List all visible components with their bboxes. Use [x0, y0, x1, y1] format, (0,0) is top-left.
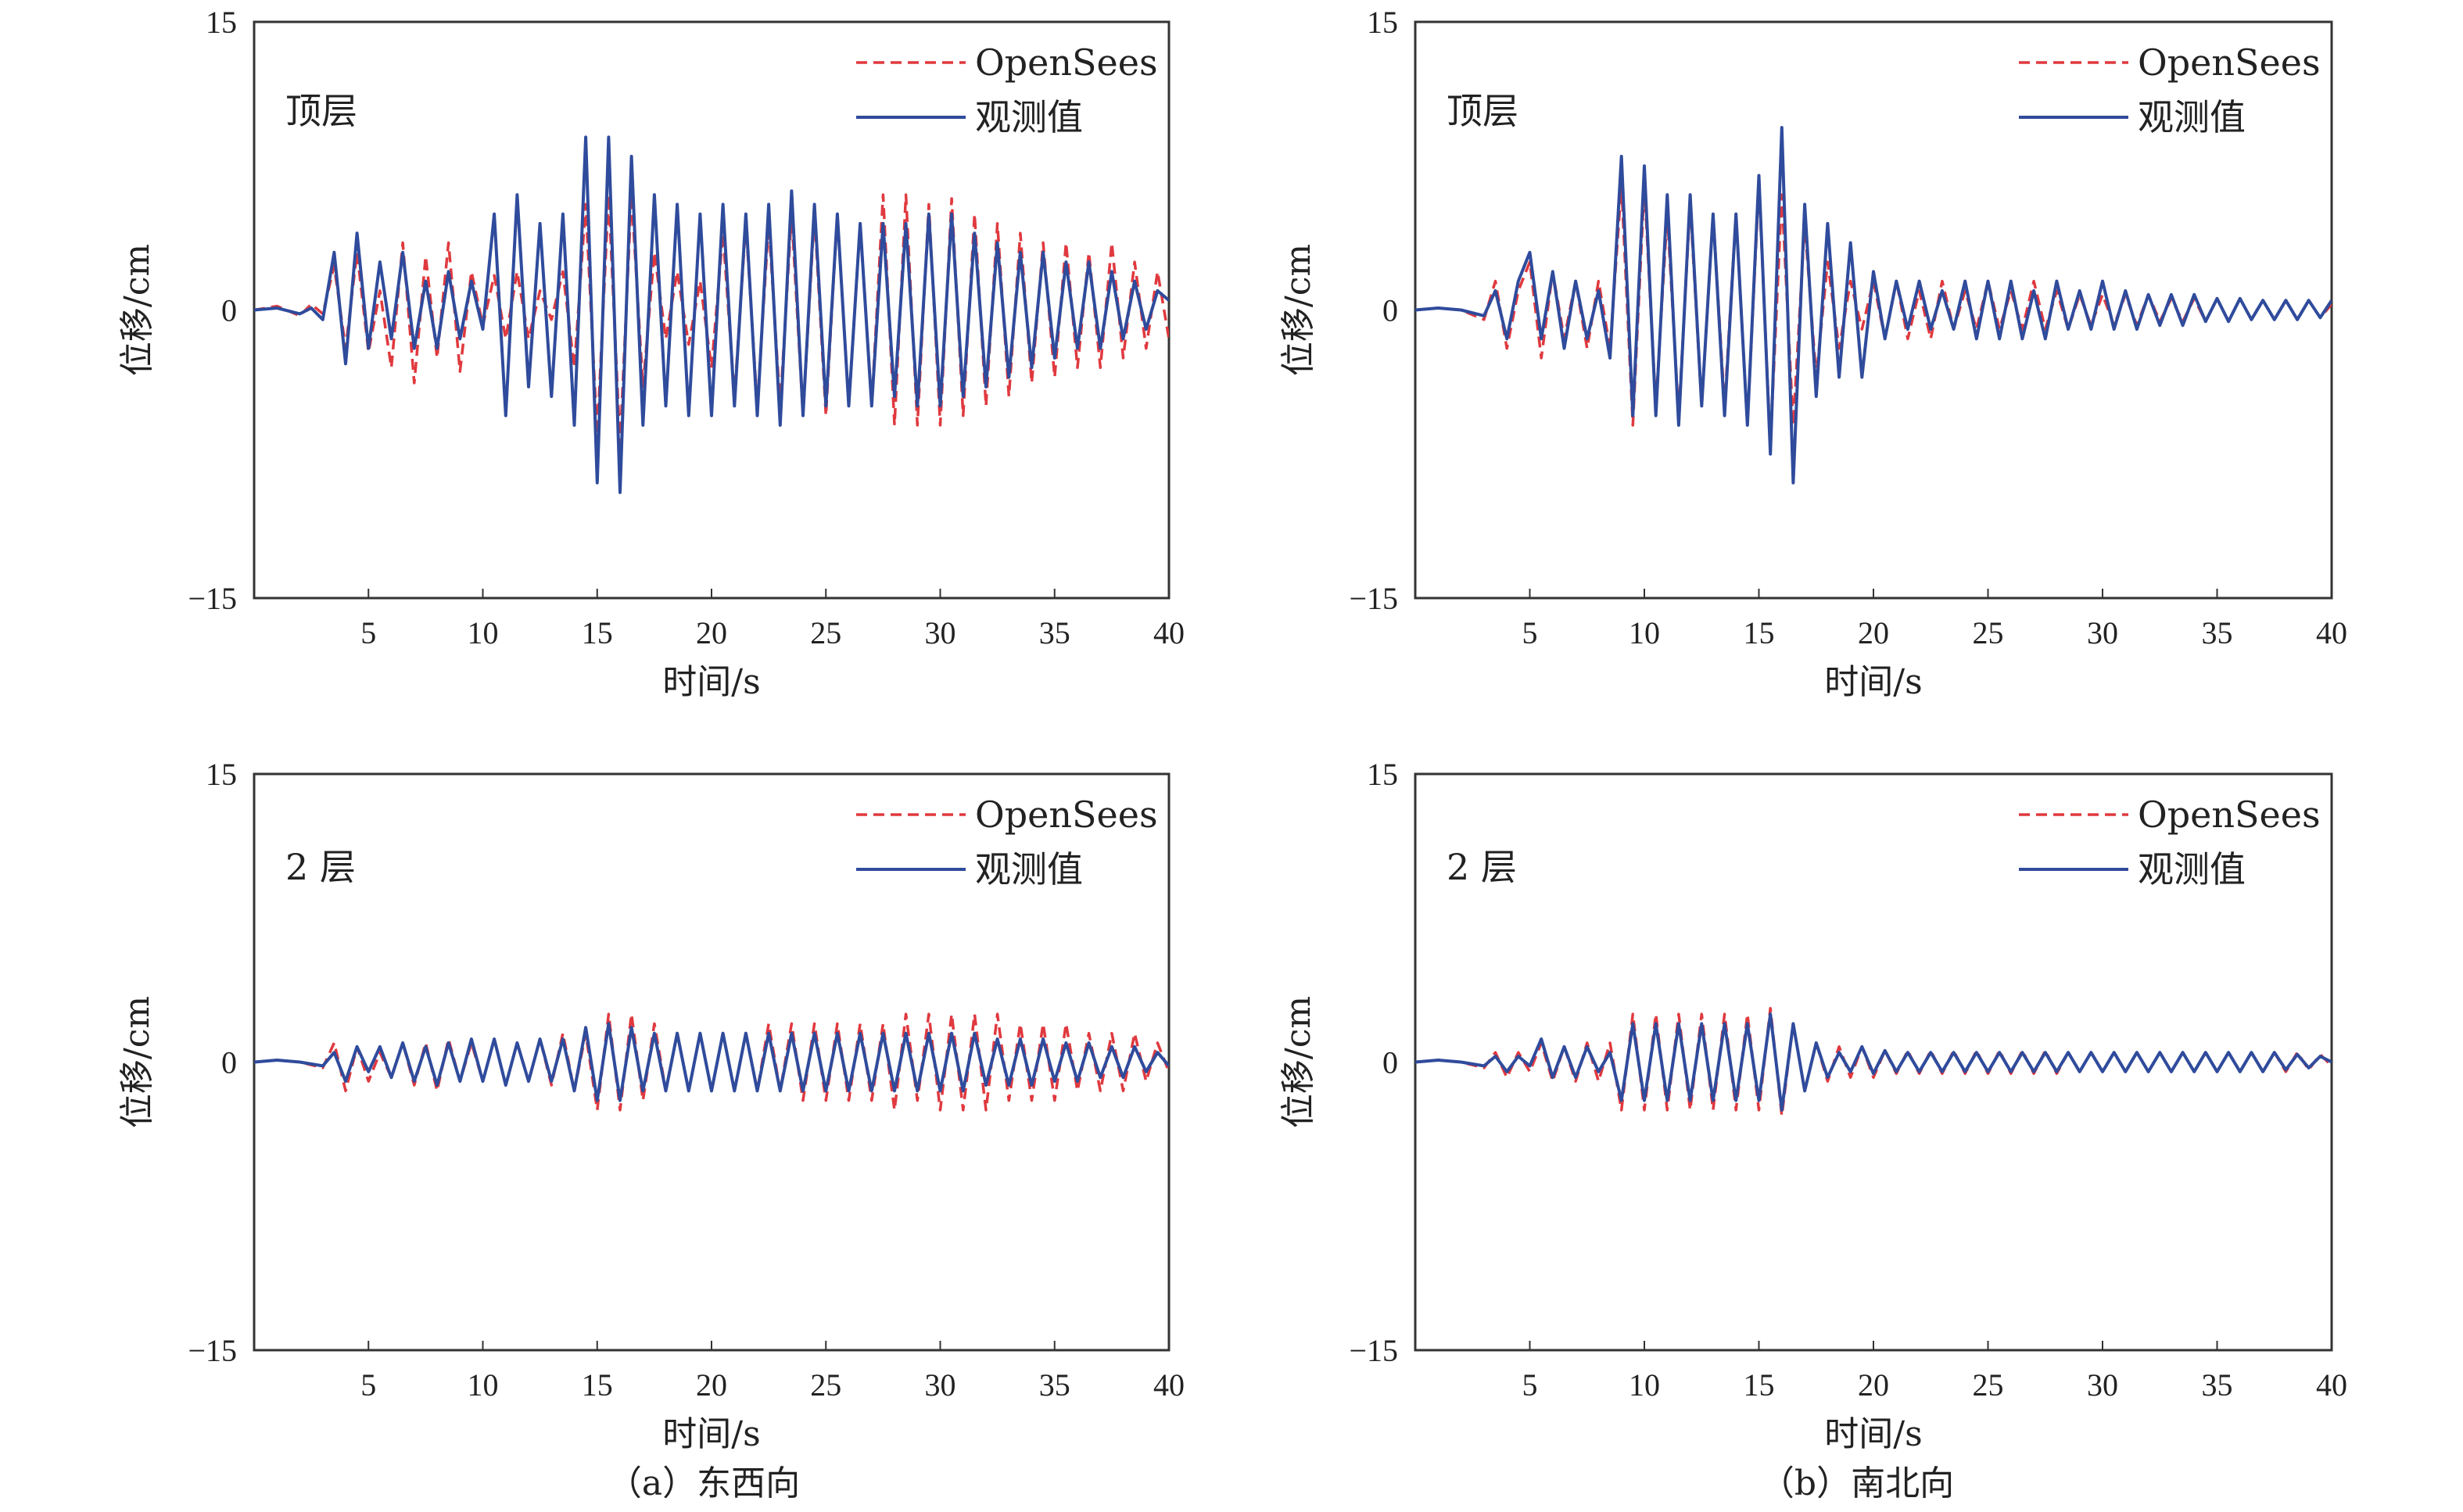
x-tick-label: 40 — [1153, 615, 1185, 650]
y-tick-label: 15 — [1367, 757, 1398, 792]
legend-label-observed: 观测值 — [2138, 848, 2246, 890]
series-observed-line — [254, 135, 1169, 494]
x-tick-label: 25 — [810, 1367, 841, 1403]
caption-a: （a）东西向 — [608, 1464, 800, 1503]
x-tick-label: 30 — [2087, 615, 2118, 650]
floor-label: 顶层 — [1447, 90, 1518, 132]
y-tick-label: −15 — [188, 1333, 237, 1368]
x-tick-label: 30 — [2087, 1367, 2118, 1403]
y-tick-label: 0 — [1382, 1045, 1398, 1080]
x-tick-label: 5 — [360, 615, 376, 650]
x-tick-label: 35 — [2202, 615, 2233, 650]
x-axis-title: 时间/s — [662, 1414, 760, 1454]
legend-label-observed: 观测值 — [2138, 96, 2246, 138]
x-tick-label: 40 — [2316, 1367, 2347, 1403]
series-observed-line — [254, 1022, 1169, 1102]
panel-b-top: 5 10 15 20 25 30 35 40 −15 0 15 时间/s 位移/cm 顶层 OpenSees… — [1278, 5, 2347, 702]
x-tick-label: 40 — [2316, 615, 2347, 650]
x-tick-label: 20 — [1858, 1367, 1889, 1403]
panel-a-bottom: 5 10 15 20 25 30 35 40 −15 0 15 时间/s 位移/cm 2 层 OpenSee… — [117, 757, 1185, 1454]
x-tick-label: 15 — [1744, 615, 1775, 650]
series-opensees-line — [1415, 184, 2332, 446]
y-axis-title: 位移/cm — [117, 244, 157, 376]
panel-a-top: 5 10 15 20 25 30 35 40 −15 0 15 时间/s 位移/cm 顶层 OpenSees… — [117, 5, 1185, 702]
x-tick-label: 5 — [1522, 1367, 1538, 1403]
y-axis-title: 位移/cm — [1278, 244, 1318, 376]
legend-label-opensees: OpenSees — [2138, 41, 2321, 84]
y-tick-label: −15 — [1349, 581, 1398, 616]
x-tick-label: 5 — [360, 1367, 376, 1403]
y-tick-label: 0 — [1382, 293, 1398, 328]
y-axis-title: 位移/cm — [1278, 996, 1318, 1128]
x-tick-label: 10 — [1629, 1367, 1660, 1403]
y-tick-label: 15 — [206, 757, 237, 792]
x-tick-label: 10 — [468, 1367, 499, 1403]
series-opensees-line — [254, 193, 1169, 446]
x-tick-label: 20 — [1858, 615, 1889, 650]
legend-label-opensees: OpenSees — [975, 41, 1158, 84]
x-tick-label: 25 — [1973, 1367, 2004, 1403]
y-axis-title: 位移/cm — [117, 996, 157, 1128]
y-tick-label: 15 — [1367, 5, 1398, 40]
x-tick-label: 15 — [582, 615, 613, 650]
x-tick-label: 40 — [1153, 1367, 1185, 1403]
legend-label-opensees: OpenSees — [975, 794, 1158, 836]
floor-label: 2 层 — [1447, 846, 1517, 888]
x-tick-label: 10 — [468, 615, 499, 650]
panel-b-bottom: 5 10 15 20 25 30 35 40 −15 0 15 时间/s 位移/cm 2 层 OpenSee… — [1278, 757, 2347, 1454]
y-tick-label: −15 — [1349, 1333, 1398, 1368]
floor-label: 2 层 — [285, 846, 356, 888]
x-axis-title: 时间/s — [1824, 1414, 1922, 1454]
x-tick-label: 15 — [582, 1367, 613, 1403]
y-tick-label: −15 — [188, 581, 237, 616]
legend-label-observed: 观测值 — [975, 848, 1083, 890]
series-observed-line — [1415, 126, 2332, 485]
legend-label-observed: 观测值 — [975, 96, 1083, 138]
y-tick-label: 15 — [206, 5, 237, 40]
floor-label: 顶层 — [285, 90, 357, 132]
x-tick-label: 35 — [1039, 615, 1070, 650]
series-observed-line — [1415, 1012, 2332, 1112]
x-tick-label: 25 — [1973, 615, 2004, 650]
x-axis-title: 时间/s — [662, 662, 760, 702]
caption-b: （b）南北向 — [1760, 1464, 1954, 1503]
series-opensees-line — [254, 1012, 1169, 1112]
y-tick-label: 0 — [221, 293, 237, 328]
x-axis-title: 时间/s — [1824, 662, 1922, 702]
x-tick-label: 15 — [1744, 1367, 1775, 1403]
y-tick-label: 0 — [221, 1045, 237, 1080]
x-tick-label: 10 — [1629, 615, 1660, 650]
legend-label-opensees: OpenSees — [2138, 794, 2321, 836]
x-tick-label: 20 — [696, 1367, 727, 1403]
x-tick-label: 5 — [1522, 615, 1538, 650]
x-tick-label: 35 — [2202, 1367, 2233, 1403]
x-tick-label: 30 — [925, 615, 956, 650]
series-opensees-line — [1415, 1006, 2332, 1118]
x-tick-label: 35 — [1039, 1367, 1070, 1403]
x-tick-label: 30 — [925, 1367, 956, 1403]
x-tick-label: 25 — [810, 615, 841, 650]
x-tick-label: 20 — [696, 615, 727, 650]
